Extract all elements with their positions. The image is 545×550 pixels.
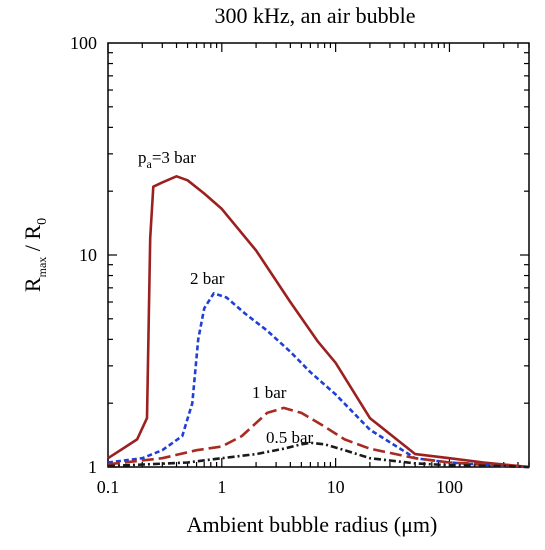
x-tick-label: 100 bbox=[436, 477, 463, 497]
y-axis-title-sub-0: 0 bbox=[35, 218, 50, 225]
x-tick-label: 0.1 bbox=[97, 477, 120, 497]
y-axis-title-base: R bbox=[20, 277, 45, 292]
series-layer bbox=[107, 175, 530, 469]
x-tick-label: 1 bbox=[217, 477, 226, 497]
y-axis-title-sep: / R bbox=[20, 225, 45, 257]
y-axis-title-sub-max: max bbox=[35, 257, 49, 278]
label-pa3-sub: a bbox=[147, 157, 153, 171]
label-pa2: 2 bar bbox=[190, 269, 225, 288]
series-line-pa3 bbox=[107, 175, 530, 469]
chart-title: 300 kHz, an air bubble bbox=[215, 3, 416, 28]
x-axis-title: Ambient bubble radius (μm) bbox=[187, 512, 438, 537]
label-pa3: pa=3 bar bbox=[138, 148, 196, 171]
series-line-pa1 bbox=[107, 406, 530, 469]
label-pa3-prefix: p bbox=[138, 148, 147, 167]
y-tick-label: 100 bbox=[70, 33, 97, 53]
series-line-pa05 bbox=[107, 441, 530, 469]
label-pa05: 0.5 bar bbox=[266, 428, 314, 447]
label-pa3-text: =3 bar bbox=[152, 148, 196, 167]
label-pa1: 1 bar bbox=[252, 383, 287, 402]
x-tick-label: 10 bbox=[327, 477, 345, 497]
y-tick-label: 10 bbox=[79, 245, 97, 265]
y-tick-label: 1 bbox=[88, 457, 97, 477]
y-axis-title: Rmax / R0 bbox=[20, 218, 50, 292]
